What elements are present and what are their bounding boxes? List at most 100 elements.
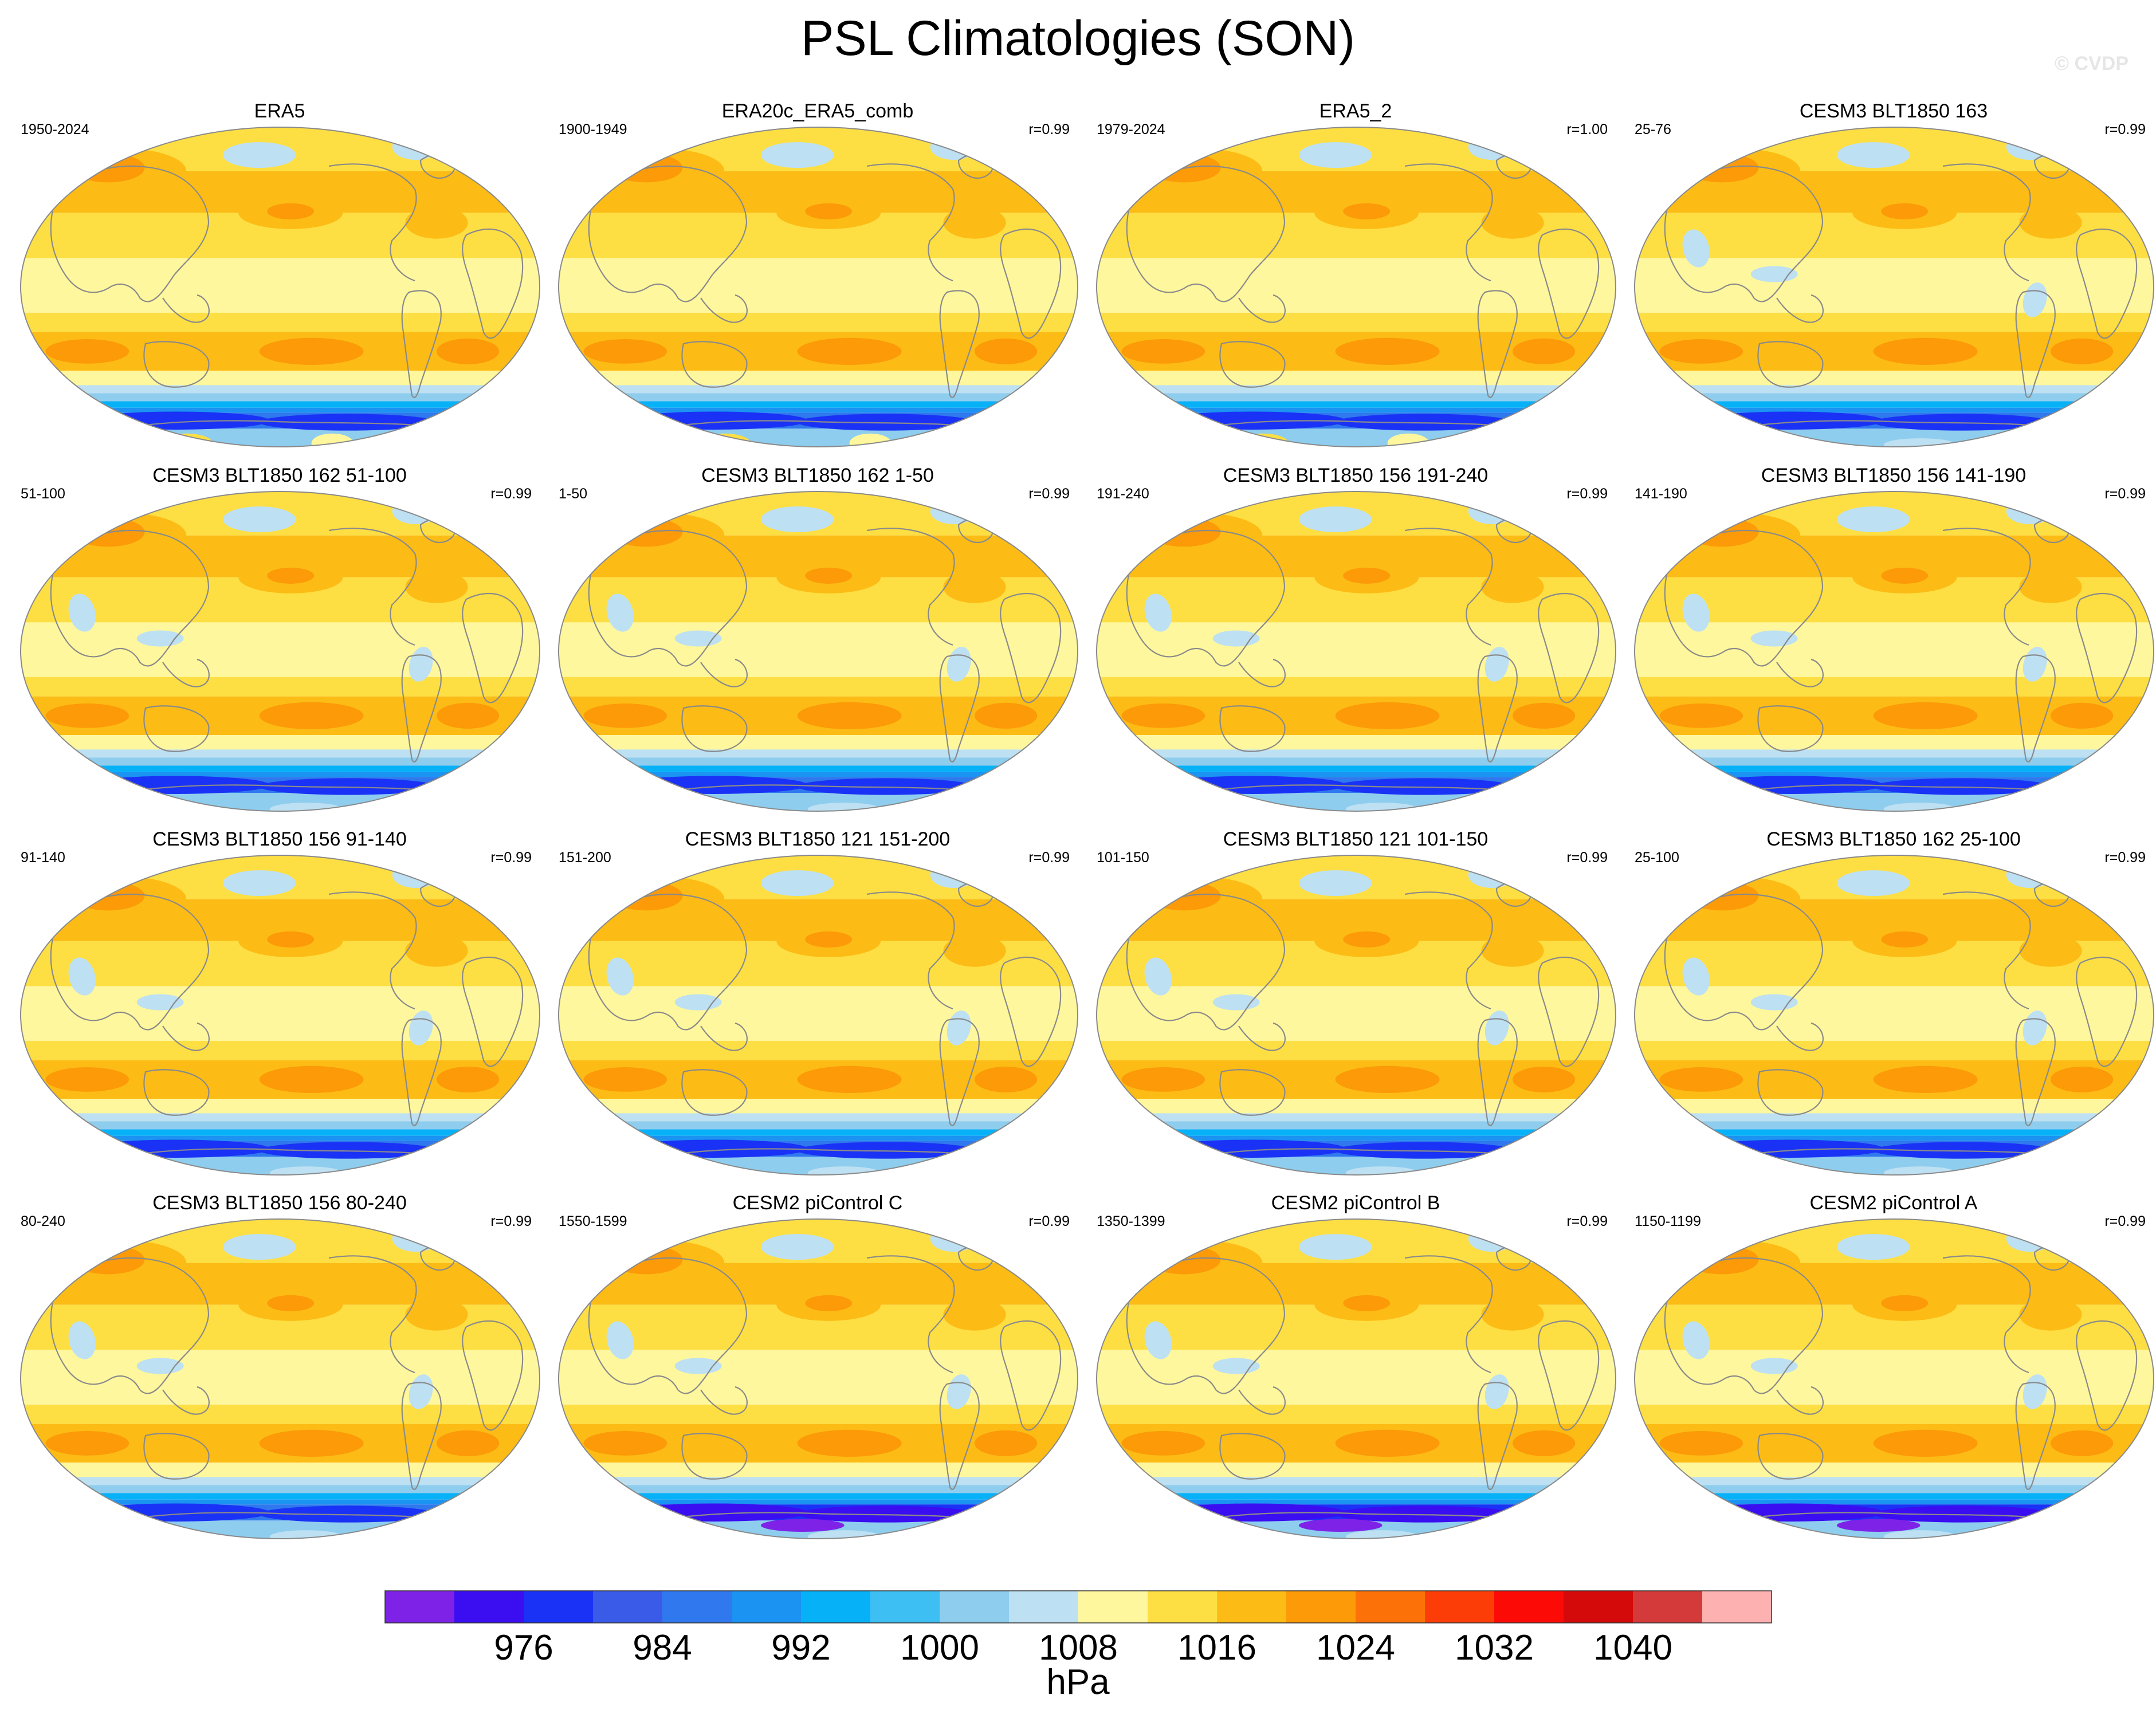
coastline-north-america [328, 528, 417, 646]
coastline-north-america [866, 528, 955, 646]
antarctic-low-west [1883, 1166, 1957, 1175]
band-southern-ocean-3 [21, 765, 540, 772]
colorbar-swatch [870, 1591, 940, 1623]
panel-title: ERA5_2 [1319, 100, 1392, 122]
map-border [1634, 491, 2154, 812]
psl-map [20, 855, 540, 1176]
south-atlantic-high [2051, 702, 2114, 729]
psl-map [1634, 127, 2154, 447]
band-southern-ocean-2 [1097, 1121, 1616, 1130]
panel-period: 1900-1949 [559, 121, 627, 137]
panel-period: 80-240 [21, 1213, 65, 1229]
panel-title: CESM3 BLT1850 156 141-190 [1761, 465, 2027, 486]
band-south-subtropic-edge [1097, 1404, 1616, 1424]
south-indian-high [1121, 1067, 1205, 1092]
coastline-africa [1538, 228, 1600, 339]
south-atlantic-high [1513, 338, 1576, 364]
band-southern-ocean-1 [559, 1113, 1078, 1122]
credit-watermark: © CVDP [2055, 53, 2128, 74]
coastline-africa [462, 1320, 524, 1431]
band-southern-ocean-1 [21, 385, 540, 394]
band-southern-ocean-4 [559, 1135, 1078, 1141]
band-southern-ocean-2 [1097, 393, 1616, 402]
band-south-subtropic-edge [21, 1404, 540, 1424]
trough-low-pacific [1335, 778, 1513, 795]
indian-low [606, 1321, 634, 1359]
map-panel: CESM3 BLT1850 162 25-100 25-100 r=0.99 [1624, 827, 2156, 1188]
coastline-australia [1219, 705, 1286, 752]
coastline-southeast-asia [700, 294, 748, 323]
coastline-south-america [939, 290, 980, 399]
colorbar-swatch [1148, 1591, 1218, 1623]
band-southern-ocean-1 [21, 749, 540, 758]
panel-title: CESM2 piControl A [1809, 1192, 1978, 1214]
south-indian-high [1659, 1431, 1743, 1456]
map-panel: CESM3 BLT1850 156 141-190 141-190 r=0.99 [1624, 463, 2156, 824]
panel-title: CESM3 BLT1850 156 191-240 [1223, 465, 1489, 486]
coastline-southeast-asia [700, 658, 748, 687]
coastline-australia [143, 341, 210, 388]
maritime-continent-low [674, 1358, 722, 1374]
south-indian-high [45, 1431, 129, 1456]
psl-map [20, 127, 540, 447]
band-southern-ocean-2 [1097, 757, 1616, 766]
aleutian-low [760, 870, 834, 897]
trough-low-pacific [1335, 1505, 1513, 1523]
band-south-subtropic-edge [1635, 677, 2154, 697]
band-southern-ocean-1 [1635, 385, 2154, 394]
indian-low [1682, 229, 1710, 268]
maritime-continent-low [136, 630, 184, 647]
band-southern-transition [21, 371, 540, 386]
coastline-north-america [328, 163, 417, 282]
coastline-south-america [1477, 1018, 1518, 1127]
indian-low [1682, 1321, 1710, 1359]
maritime-continent-low [1212, 630, 1260, 647]
band-southern-ocean-4 [1635, 407, 2154, 413]
north-pacific-high-core [1343, 203, 1391, 219]
antarctic-low-east [1748, 435, 1811, 447]
band-south-subtropic-edge [559, 1040, 1078, 1060]
band-tropics [1097, 258, 1616, 313]
coastline-south-america [2015, 654, 2056, 763]
coastline-southeast-asia [1776, 1386, 1824, 1415]
band-southern-ocean-4 [21, 407, 540, 413]
south-atlantic-high [2051, 338, 2114, 364]
coastline-south-america [2015, 1382, 2056, 1491]
band-southern-ocean-1 [559, 749, 1078, 758]
band-southern-ocean-3 [1097, 1493, 1616, 1500]
panel-title: CESM3 BLT1850 156 91-140 [152, 828, 407, 850]
coastline-eurasia [588, 893, 748, 1031]
panel-period: 1979-2024 [1097, 121, 1165, 137]
band-southern-transition [1097, 371, 1616, 386]
map-border [558, 127, 1078, 447]
south-atlantic-high [975, 1066, 1038, 1092]
map-border [1634, 127, 2154, 447]
coastline-antarctica [1725, 1512, 2069, 1523]
coastline-south-america [401, 1018, 442, 1127]
map-panel: ERA5_2 1979-2024 r=1.00 [1086, 99, 1625, 459]
coastline-antarctica [1725, 784, 2069, 795]
coastline-antarctica [1187, 1512, 1531, 1523]
coastline-eurasia [1664, 165, 1824, 302]
band-southern-transition [1097, 1463, 1616, 1477]
panel-period: 141-190 [1635, 486, 1687, 502]
coastline-australia [681, 1433, 748, 1480]
band-southern-ocean-2 [21, 757, 540, 766]
band-southern-ocean-3 [1635, 401, 2154, 408]
band-tropics [559, 986, 1078, 1041]
coastline-eurasia [1664, 529, 1824, 667]
coastline-australia [143, 705, 210, 752]
indian-low [1144, 957, 1172, 996]
trough-low-pacific [797, 778, 975, 795]
band-southern-ocean-1 [1097, 385, 1616, 394]
maritime-continent-low [136, 1358, 184, 1374]
south-indian-high [583, 339, 667, 364]
colorbar-frame [384, 1590, 1772, 1623]
south-atlantic-high [2051, 1430, 2114, 1456]
coastline-eurasia [50, 893, 210, 1031]
south-indian-high [1659, 1067, 1743, 1092]
band-southern-ocean-4 [1097, 1135, 1616, 1141]
band-southern-ocean-1 [1635, 1477, 2154, 1485]
map-panel: ERA20c_ERA5_comb 1900-1949 r=0.99 [548, 99, 1087, 459]
coastline-africa [2076, 592, 2138, 703]
